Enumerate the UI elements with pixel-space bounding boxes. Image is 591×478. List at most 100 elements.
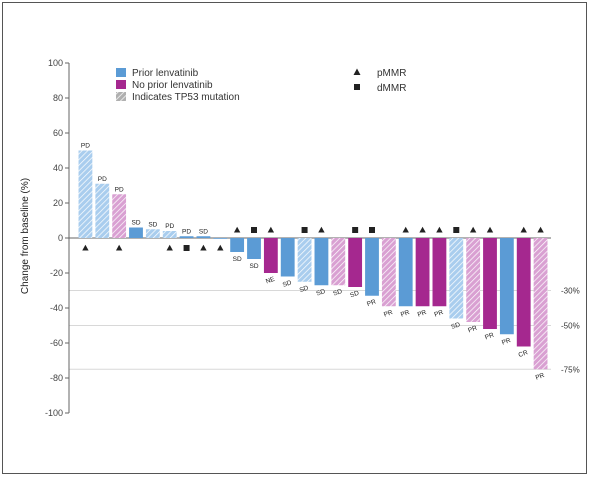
legend-swatch <box>116 80 126 89</box>
marker-legend-label: pMMR <box>377 68 406 79</box>
pmmr-triangle-marker <box>267 226 275 233</box>
bar-response-label: SD <box>315 288 326 298</box>
bar-response-label: PD <box>165 223 174 230</box>
figure-frame: -30% -50% -75% 100 80 60 40 20 0 -20 -40 -60 -80 -10… <box>2 2 587 474</box>
dmmr-square-marker <box>453 227 460 233</box>
pmmr-triangle-marker <box>419 226 426 233</box>
bar-response-label: PD <box>98 176 107 183</box>
bar-response-label: SD <box>249 263 258 270</box>
bar-response-label: SD <box>148 221 157 228</box>
reference-line-label: -50% <box>561 322 580 331</box>
pmmr-triangle-marker <box>436 226 443 233</box>
bar-response-label: PD <box>182 228 191 235</box>
bar <box>365 238 379 296</box>
bar <box>466 238 481 322</box>
bar-response-label: PR <box>417 309 428 319</box>
pmmr-triangle-marker <box>200 244 207 251</box>
pmmr-triangle-marker <box>486 226 494 233</box>
bar-response-label: PR <box>535 372 546 382</box>
bar <box>162 231 177 238</box>
bar <box>483 238 497 329</box>
mmr-markers <box>82 226 544 251</box>
bar-response-label: SD <box>233 256 242 263</box>
pmmr-triangle-marker <box>318 226 325 233</box>
pmmr-triangle-marker <box>166 244 173 251</box>
pmmr-triangle-marker <box>537 226 544 233</box>
bar <box>314 238 329 286</box>
bar-response-label: SD <box>349 290 360 300</box>
dmmr-legend-square <box>354 84 360 90</box>
bar-response-label: PR <box>400 309 411 319</box>
bar-response-label: SD <box>299 284 310 294</box>
dmmr-square-marker <box>251 227 257 233</box>
bar <box>533 238 548 370</box>
bar-response-label: SD <box>282 279 293 289</box>
bar-response-label: PR <box>366 298 377 308</box>
bar-response-label: SD <box>199 228 208 235</box>
bar <box>247 238 261 259</box>
dmmr-square-marker <box>352 227 359 233</box>
pmmr-triangle-marker <box>82 244 89 251</box>
dmmr-square-marker <box>183 245 190 251</box>
y-tick-label: 0 <box>58 233 63 243</box>
bar-response-label: PR <box>484 332 495 342</box>
y-tick-label: -60 <box>50 338 63 348</box>
bar <box>129 227 143 238</box>
response-labels: PD PD PD SD SD PD PD SD SD SD NE SD SD SD SD SD PR PR PR PR… <box>81 143 546 382</box>
y-tick-label: 80 <box>53 93 63 103</box>
bar <box>213 238 228 239</box>
bar <box>348 238 363 287</box>
bar-response-label: PD <box>81 143 90 150</box>
bar <box>516 238 531 347</box>
bar-response-label: PR <box>467 325 478 335</box>
bar <box>398 238 413 307</box>
bar-response-label: PD <box>115 186 124 193</box>
pmmr-legend-triangle <box>353 68 361 75</box>
bar <box>432 238 447 307</box>
bar <box>95 183 110 238</box>
bar <box>280 238 295 277</box>
bar <box>230 238 245 252</box>
bar <box>381 238 396 307</box>
y-tick-label: -80 <box>50 373 63 383</box>
bar <box>297 238 312 282</box>
bar <box>112 194 127 238</box>
pmmr-triangle-marker <box>233 226 241 233</box>
legend-label: Prior lenvatinib <box>132 68 199 79</box>
pmmr-triangle-marker <box>402 226 409 233</box>
bar-response-label: PR <box>433 309 444 319</box>
pmmr-triangle-marker <box>217 244 224 251</box>
y-tick-label: -100 <box>45 408 63 418</box>
y-tick-label: 40 <box>53 163 63 173</box>
dmmr-square-marker <box>369 227 375 233</box>
bar-response-label: SD <box>131 220 140 227</box>
bars <box>78 150 548 370</box>
marker-legend-label: dMMR <box>377 83 406 94</box>
bar <box>415 238 430 307</box>
bar-response-label: SD <box>332 288 343 298</box>
bar-response-label: CR <box>518 349 530 359</box>
bar <box>196 236 211 238</box>
bar-response-label: PR <box>383 309 394 319</box>
y-tick-label: 60 <box>53 128 63 138</box>
pmmr-triangle-marker <box>520 226 527 233</box>
y-tick-label: 100 <box>48 58 63 68</box>
reference-line-label: -30% <box>561 287 580 296</box>
legend-label: No prior lenvatinib <box>132 80 213 91</box>
y-tick-label: 20 <box>53 198 63 208</box>
legend-swatch <box>116 92 126 101</box>
bar <box>449 238 464 319</box>
legend-label: Indicates TP53 mutation <box>132 92 240 103</box>
bar <box>331 238 346 286</box>
bar-response-label: NE <box>265 276 277 286</box>
legend-swatch <box>116 68 126 77</box>
bar-response-label: SD <box>450 321 461 331</box>
pmmr-triangle-marker <box>115 244 123 251</box>
waterfall-chart: -30% -50% -75% 100 80 60 40 20 0 -20 -40 -60 -80 -10… <box>20 58 580 418</box>
y-tick-label: -40 <box>50 303 63 313</box>
bar-response-label: PR <box>501 337 512 347</box>
bar <box>145 229 160 238</box>
bar <box>179 236 194 238</box>
reference-line-label: -75% <box>561 365 580 374</box>
